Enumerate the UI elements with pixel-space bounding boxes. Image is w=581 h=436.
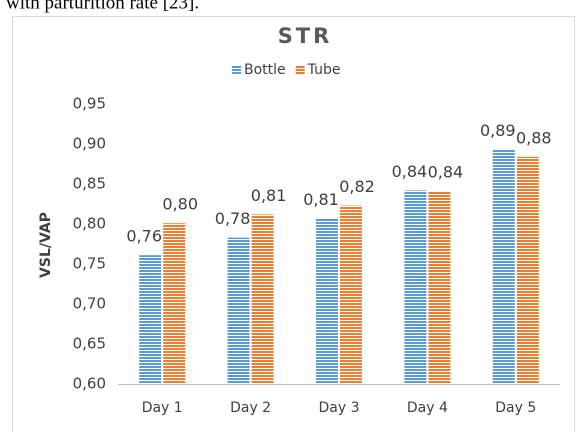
x-tick-label: Day 5 — [495, 400, 536, 416]
bar — [492, 149, 515, 384]
bar — [316, 218, 338, 384]
y-tick-label: 0,75 — [73, 255, 106, 273]
y-tick-label: 0,85 — [73, 175, 106, 193]
bar — [340, 205, 362, 384]
caption: with parturition rate [23]. — [6, 0, 199, 13]
x-tick-label: Day 1 — [142, 400, 183, 416]
value-label: 0,84 — [428, 163, 464, 182]
bar — [139, 255, 162, 384]
chart-frame — [12, 16, 575, 436]
value-label: 0,88 — [516, 128, 552, 147]
value-label: 0,76 — [126, 227, 162, 246]
y-tick-label: 0,80 — [73, 215, 106, 233]
bar — [227, 237, 250, 384]
value-label: 0,80 — [162, 195, 198, 214]
bar — [251, 214, 274, 384]
x-tick-label: Day 4 — [407, 400, 448, 416]
bar — [428, 191, 451, 384]
legend-swatch — [295, 65, 305, 74]
value-label: 0,81 — [251, 186, 287, 205]
y-axis-label: VSL/VAP — [38, 212, 54, 278]
x-tick-label: Day 3 — [318, 400, 359, 416]
chart-title: STR — [278, 24, 333, 48]
value-label: 0,78 — [215, 209, 251, 228]
y-tick-label: 0,60 — [73, 375, 106, 393]
value-label: 0,81 — [303, 190, 339, 209]
y-tick-label: 0,95 — [73, 95, 106, 113]
legend-swatch — [232, 65, 241, 74]
x-tick-label: Day 2 — [230, 400, 271, 416]
y-tick-label: 0,90 — [73, 135, 106, 153]
value-label: 0,84 — [392, 162, 428, 181]
value-label: 0,89 — [480, 121, 516, 140]
bar — [404, 190, 427, 384]
legend-label: Bottle — [244, 62, 286, 78]
bar — [163, 223, 186, 384]
value-label: 0,82 — [339, 177, 375, 196]
legend-label: Tube — [307, 62, 341, 78]
bar — [516, 156, 539, 384]
y-tick-label: 0,70 — [73, 295, 106, 313]
y-tick-label: 0,65 — [73, 335, 106, 353]
